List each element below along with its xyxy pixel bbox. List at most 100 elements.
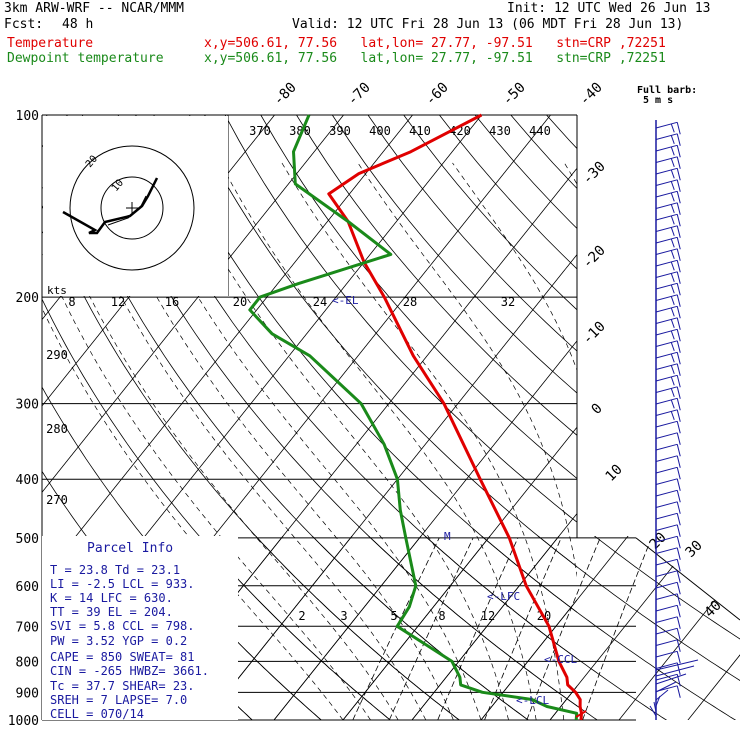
barb-shaft: [655, 167, 678, 175]
dry-adiabat: [224, 115, 577, 523]
barb-flag: [670, 158, 675, 167]
barb-flag: [676, 685, 681, 698]
dry-adiabat: [189, 536, 740, 720]
barb-flag: [676, 605, 681, 618]
barb-flag: [676, 651, 681, 664]
pressure-tick-label: 100: [16, 109, 39, 124]
wind-barb: [655, 581, 681, 595]
dry-adiabat: [296, 536, 740, 720]
isotherm: [609, 102, 740, 733]
mixing-ratio-line: [484, 537, 562, 720]
barb-shaft: [655, 202, 678, 209]
barb-shaft: [655, 478, 678, 485]
moist-adiabat: [42, 183, 399, 720]
dry-adiabat: [546, 115, 577, 150]
barb-shaft: [655, 558, 678, 566]
barb-shaft: [655, 133, 678, 140]
wind-barb: [655, 432, 681, 445]
wind-barb: [655, 409, 681, 422]
barb-flag: [676, 628, 681, 641]
theta-e-label: 20: [233, 295, 247, 309]
barb-shaft: [655, 432, 678, 439]
barb-flag: [676, 616, 681, 629]
barb-flag: [670, 399, 675, 409]
temperature-tick-label: -80: [271, 80, 300, 109]
barb-flag: [676, 398, 681, 411]
mixing-ratio-label: 12: [481, 609, 495, 623]
barb-flag: [670, 215, 675, 225]
dry-adiabat: [582, 536, 740, 720]
temperature-tick-label: -10: [580, 319, 609, 348]
temperature-legend-location: x,y=506.61, 77.56 lat,lon= 27.77, -97.51…: [204, 36, 666, 51]
barb-shaft: [655, 328, 678, 336]
barb-shaft: [655, 593, 678, 600]
barb-flag: [676, 455, 681, 468]
isotherm: [539, 536, 740, 720]
wind-barb: [655, 179, 681, 192]
pressure-tick-label: 200: [16, 291, 39, 306]
barb-shaft: [655, 420, 678, 428]
theta-label: 380: [289, 124, 311, 138]
barb-flag: [670, 192, 675, 202]
barb-flag: [670, 342, 675, 351]
low-level-barb: [655, 689, 669, 701]
barb-flag: [670, 365, 675, 374]
wind-barb: [655, 535, 681, 549]
barb-flag: [670, 307, 675, 317]
barb-flag: [670, 146, 675, 156]
wind-barb: [655, 144, 681, 158]
moist-adiabat: [357, 162, 577, 578]
pressure-tick-label: 700: [16, 620, 39, 635]
wind-barb: [655, 156, 681, 169]
wind-barb: [655, 650, 681, 664]
isotherm: [678, 102, 740, 733]
barb-flag: [670, 273, 675, 282]
barb-shaft: [655, 236, 678, 244]
barb-shaft: [655, 604, 678, 612]
barb-flag: [676, 444, 681, 457]
temperature-tick-label: -60: [423, 80, 452, 109]
barb-flag: [670, 250, 675, 259]
temperature-legend-label: Temperature: [7, 36, 94, 51]
barb-shaft: [655, 662, 678, 669]
barb-shaft: [655, 190, 678, 198]
barb-flag: [676, 133, 681, 146]
moist-adiabat: [281, 162, 565, 720]
dry-adiabat: [224, 536, 740, 720]
barb-flag: [676, 524, 681, 537]
low-level-barb: [655, 695, 661, 707]
barb-flag: [670, 169, 675, 179]
theta-label: 440: [529, 124, 551, 138]
barb-shaft: [655, 282, 678, 290]
barb-flag: [676, 156, 681, 169]
mixing-ratio-line: [437, 537, 519, 720]
low-level-barb: [655, 659, 699, 671]
wind-barb: [655, 202, 681, 215]
hodograph-shear-vector: [107, 195, 147, 226]
pressure-tick-label: 1000: [8, 714, 39, 729]
pressure-tick-label: 900: [16, 686, 39, 701]
barb-flag: [676, 191, 681, 204]
wind-barb: [655, 547, 681, 560]
barb-flag: [676, 559, 681, 572]
fcst-value: 48 h: [62, 17, 94, 32]
barb-shaft: [655, 455, 678, 462]
theta-label: 270: [46, 493, 68, 507]
moist-adiabat: [127, 162, 482, 720]
barb-shaft: [655, 501, 678, 508]
theta-label: 400: [369, 124, 391, 138]
barb-shaft: [655, 489, 678, 497]
wind-barb: [655, 639, 681, 652]
barb-flag: [676, 340, 681, 353]
dry-adiabat: [474, 115, 577, 230]
mixing-ratio-label: 3: [340, 609, 347, 623]
pressure-tick-label: 800: [16, 655, 39, 670]
barb-flag: [676, 352, 681, 365]
theta-label: 430: [489, 124, 511, 138]
barb-flag: [670, 411, 675, 420]
pressure-tick-label: 500: [16, 532, 39, 547]
isotherm: [332, 536, 740, 720]
barb-flag: [676, 375, 681, 388]
theta-label: 390: [329, 124, 351, 138]
